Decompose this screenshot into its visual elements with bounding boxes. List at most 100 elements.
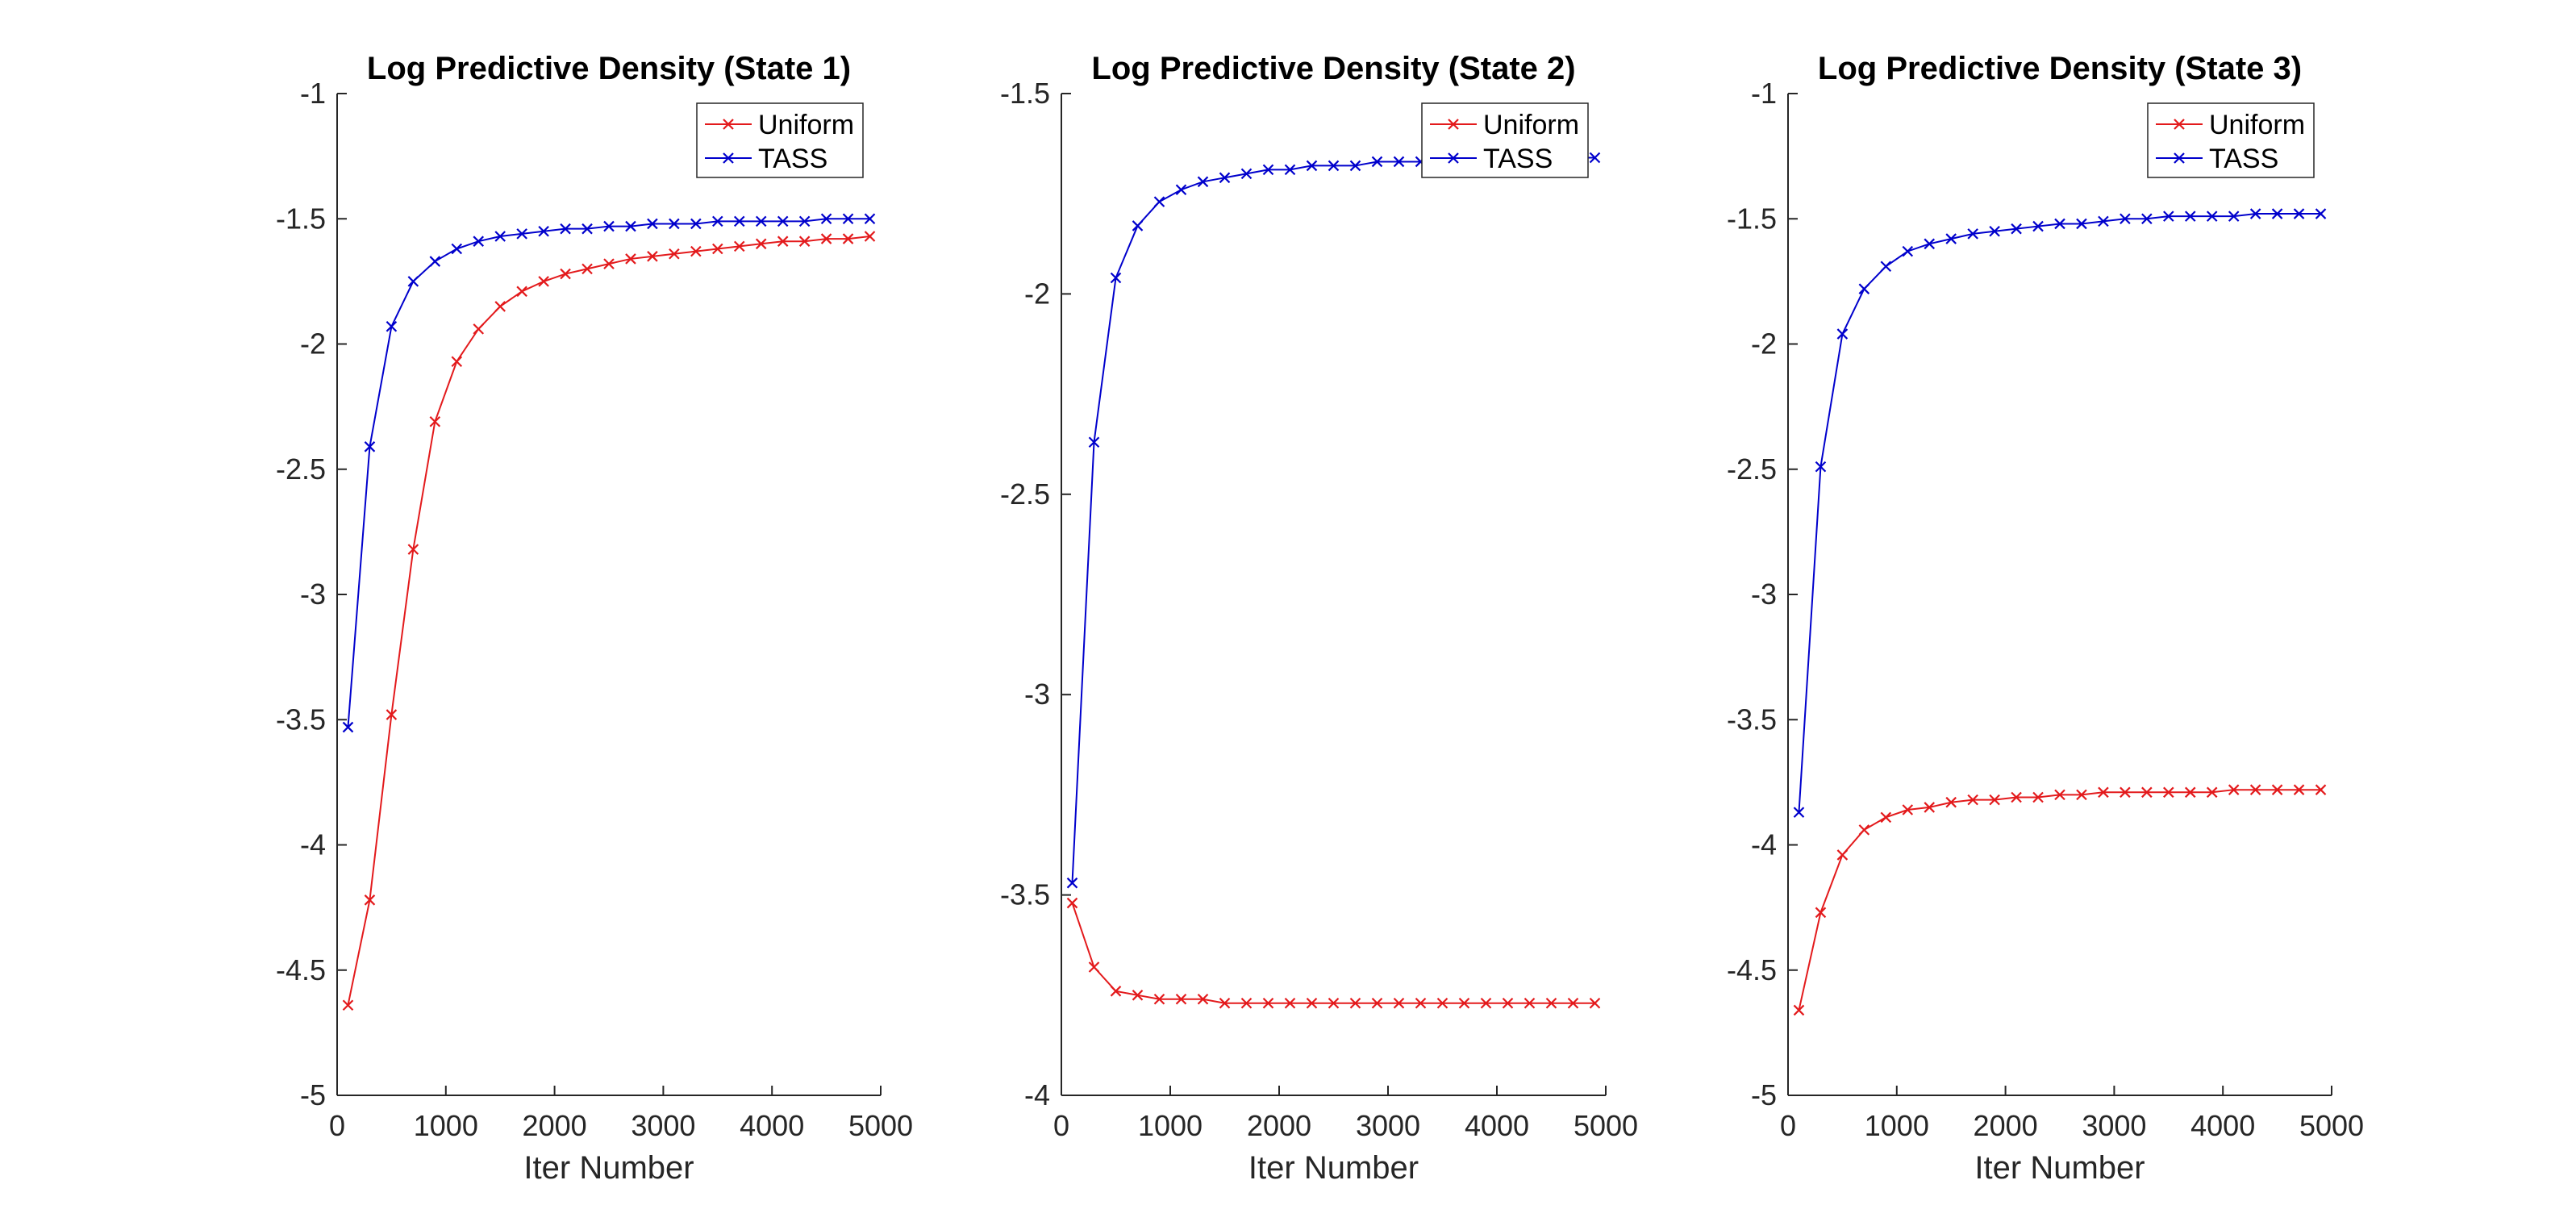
legend-label: TASS bbox=[758, 144, 827, 174]
data-point-marker bbox=[820, 233, 832, 244]
data-point-marker bbox=[407, 544, 419, 555]
y-tick-label: -3 bbox=[1024, 678, 1050, 711]
data-point-marker bbox=[2120, 786, 2131, 799]
legend-marker bbox=[2174, 119, 2185, 130]
data-point-marker bbox=[1589, 152, 1601, 164]
data-point-marker bbox=[1836, 328, 1849, 340]
data-point-marker bbox=[2120, 213, 2131, 225]
data-point-marker bbox=[755, 238, 767, 250]
y-tick-label: -5 bbox=[300, 1078, 326, 1111]
data-point-marker bbox=[864, 231, 876, 242]
y-tick-label: -2 bbox=[300, 327, 326, 361]
data-point-marker bbox=[842, 213, 854, 225]
x-tick-label: 2000 bbox=[523, 1109, 587, 1142]
legend-label: Uniform bbox=[1483, 110, 1579, 140]
data-point-marker bbox=[1088, 436, 1100, 448]
series-line-uniform bbox=[1071, 903, 1595, 1004]
data-point-marker bbox=[842, 233, 854, 244]
data-point-marker bbox=[2163, 211, 2174, 222]
data-point-marker bbox=[1945, 233, 1957, 244]
legend-marker bbox=[2174, 152, 2185, 164]
data-point-marker bbox=[2032, 791, 2044, 803]
data-point-marker bbox=[2076, 789, 2087, 801]
data-point-marker bbox=[2184, 786, 2196, 799]
data-point-marker bbox=[712, 243, 723, 255]
chart-title: Log Predictive Density (State 1) bbox=[367, 51, 851, 86]
data-point-marker bbox=[1262, 997, 1274, 1009]
data-point-marker bbox=[1924, 238, 1936, 250]
data-point-marker bbox=[2011, 223, 2022, 235]
series-uniform bbox=[342, 231, 876, 1011]
series-line-uniform bbox=[347, 235, 870, 1006]
x-tick-label: 5000 bbox=[1574, 1109, 1638, 1142]
legend-box bbox=[2147, 102, 2315, 178]
chart-title: Log Predictive Density (State 3) bbox=[1818, 51, 2302, 86]
y-tick-label: -3 bbox=[1751, 578, 1777, 611]
data-point-marker bbox=[1328, 160, 1340, 172]
data-point-marker bbox=[603, 258, 615, 269]
series-uniform bbox=[1793, 784, 2327, 1016]
data-point-marker bbox=[473, 236, 485, 247]
legend-marker bbox=[1448, 152, 1459, 164]
y-tick-label: -4 bbox=[1751, 828, 1777, 861]
y-tick-label: -4 bbox=[300, 828, 326, 861]
data-point-marker bbox=[820, 213, 832, 225]
data-point-marker bbox=[669, 248, 680, 260]
data-point-marker bbox=[1110, 272, 1122, 284]
data-point-marker bbox=[1219, 997, 1231, 1009]
x-axis-label: Iter Number bbox=[523, 1150, 694, 1186]
data-point-marker bbox=[2032, 220, 2044, 232]
data-point-marker bbox=[2163, 786, 2174, 799]
data-point-marker bbox=[2054, 789, 2065, 801]
data-point-marker bbox=[1880, 261, 1892, 273]
data-point-marker bbox=[429, 415, 441, 427]
data-point-marker bbox=[2141, 213, 2153, 225]
y-tick-label: -2 bbox=[1024, 277, 1050, 310]
data-point-marker bbox=[1815, 907, 1827, 919]
data-point-marker bbox=[625, 220, 636, 232]
data-point-marker bbox=[2249, 784, 2261, 795]
legend-box bbox=[1421, 102, 1589, 178]
data-point-marker bbox=[1967, 794, 1978, 806]
data-point-marker bbox=[451, 243, 463, 255]
data-point-marker bbox=[2293, 208, 2305, 219]
data-point-marker bbox=[1284, 997, 1296, 1009]
data-point-marker bbox=[1284, 164, 1296, 176]
data-point-marker bbox=[733, 240, 745, 252]
data-point-marker bbox=[1945, 796, 1957, 808]
legend-label: TASS bbox=[1483, 144, 1553, 174]
legend: Uniform TASS bbox=[696, 102, 864, 178]
legend: Uniform TASS bbox=[2147, 102, 2315, 178]
y-tick-label: -2.5 bbox=[1000, 477, 1050, 511]
legend-marker bbox=[723, 119, 734, 130]
data-point-marker bbox=[2271, 784, 2283, 795]
data-point-marker bbox=[1132, 990, 1144, 1001]
data-point-marker bbox=[669, 218, 680, 230]
data-point-marker bbox=[342, 999, 354, 1011]
data-point-marker bbox=[581, 223, 593, 235]
data-point-marker bbox=[2293, 784, 2305, 795]
data-point-marker bbox=[1967, 228, 1978, 240]
legend: Uniform TASS bbox=[1421, 102, 1589, 178]
data-point-marker bbox=[1219, 172, 1231, 184]
data-point-marker bbox=[1066, 877, 1078, 889]
x-tick-label: 2000 bbox=[1247, 1109, 1311, 1142]
data-point-marker bbox=[2315, 784, 2327, 795]
data-point-marker bbox=[560, 223, 571, 235]
data-point-marker bbox=[1306, 997, 1318, 1009]
data-point-marker bbox=[1066, 897, 1078, 909]
y-tick-label: -1.5 bbox=[1000, 77, 1050, 110]
data-point-marker bbox=[1836, 849, 1849, 861]
x-tick-label: 4000 bbox=[740, 1109, 804, 1142]
data-point-marker bbox=[1153, 993, 1165, 1005]
data-point-marker bbox=[1480, 997, 1492, 1009]
data-point-marker bbox=[1793, 1004, 1805, 1016]
y-tick-label: -3.5 bbox=[1727, 703, 1777, 736]
y-tick-label: -5 bbox=[1751, 1078, 1777, 1111]
data-point-marker bbox=[1589, 997, 1601, 1009]
data-point-marker bbox=[1880, 811, 1892, 824]
data-point-marker bbox=[1458, 997, 1470, 1009]
x-tick-label: 0 bbox=[329, 1109, 345, 1142]
legend-label: TASS bbox=[2209, 144, 2278, 174]
